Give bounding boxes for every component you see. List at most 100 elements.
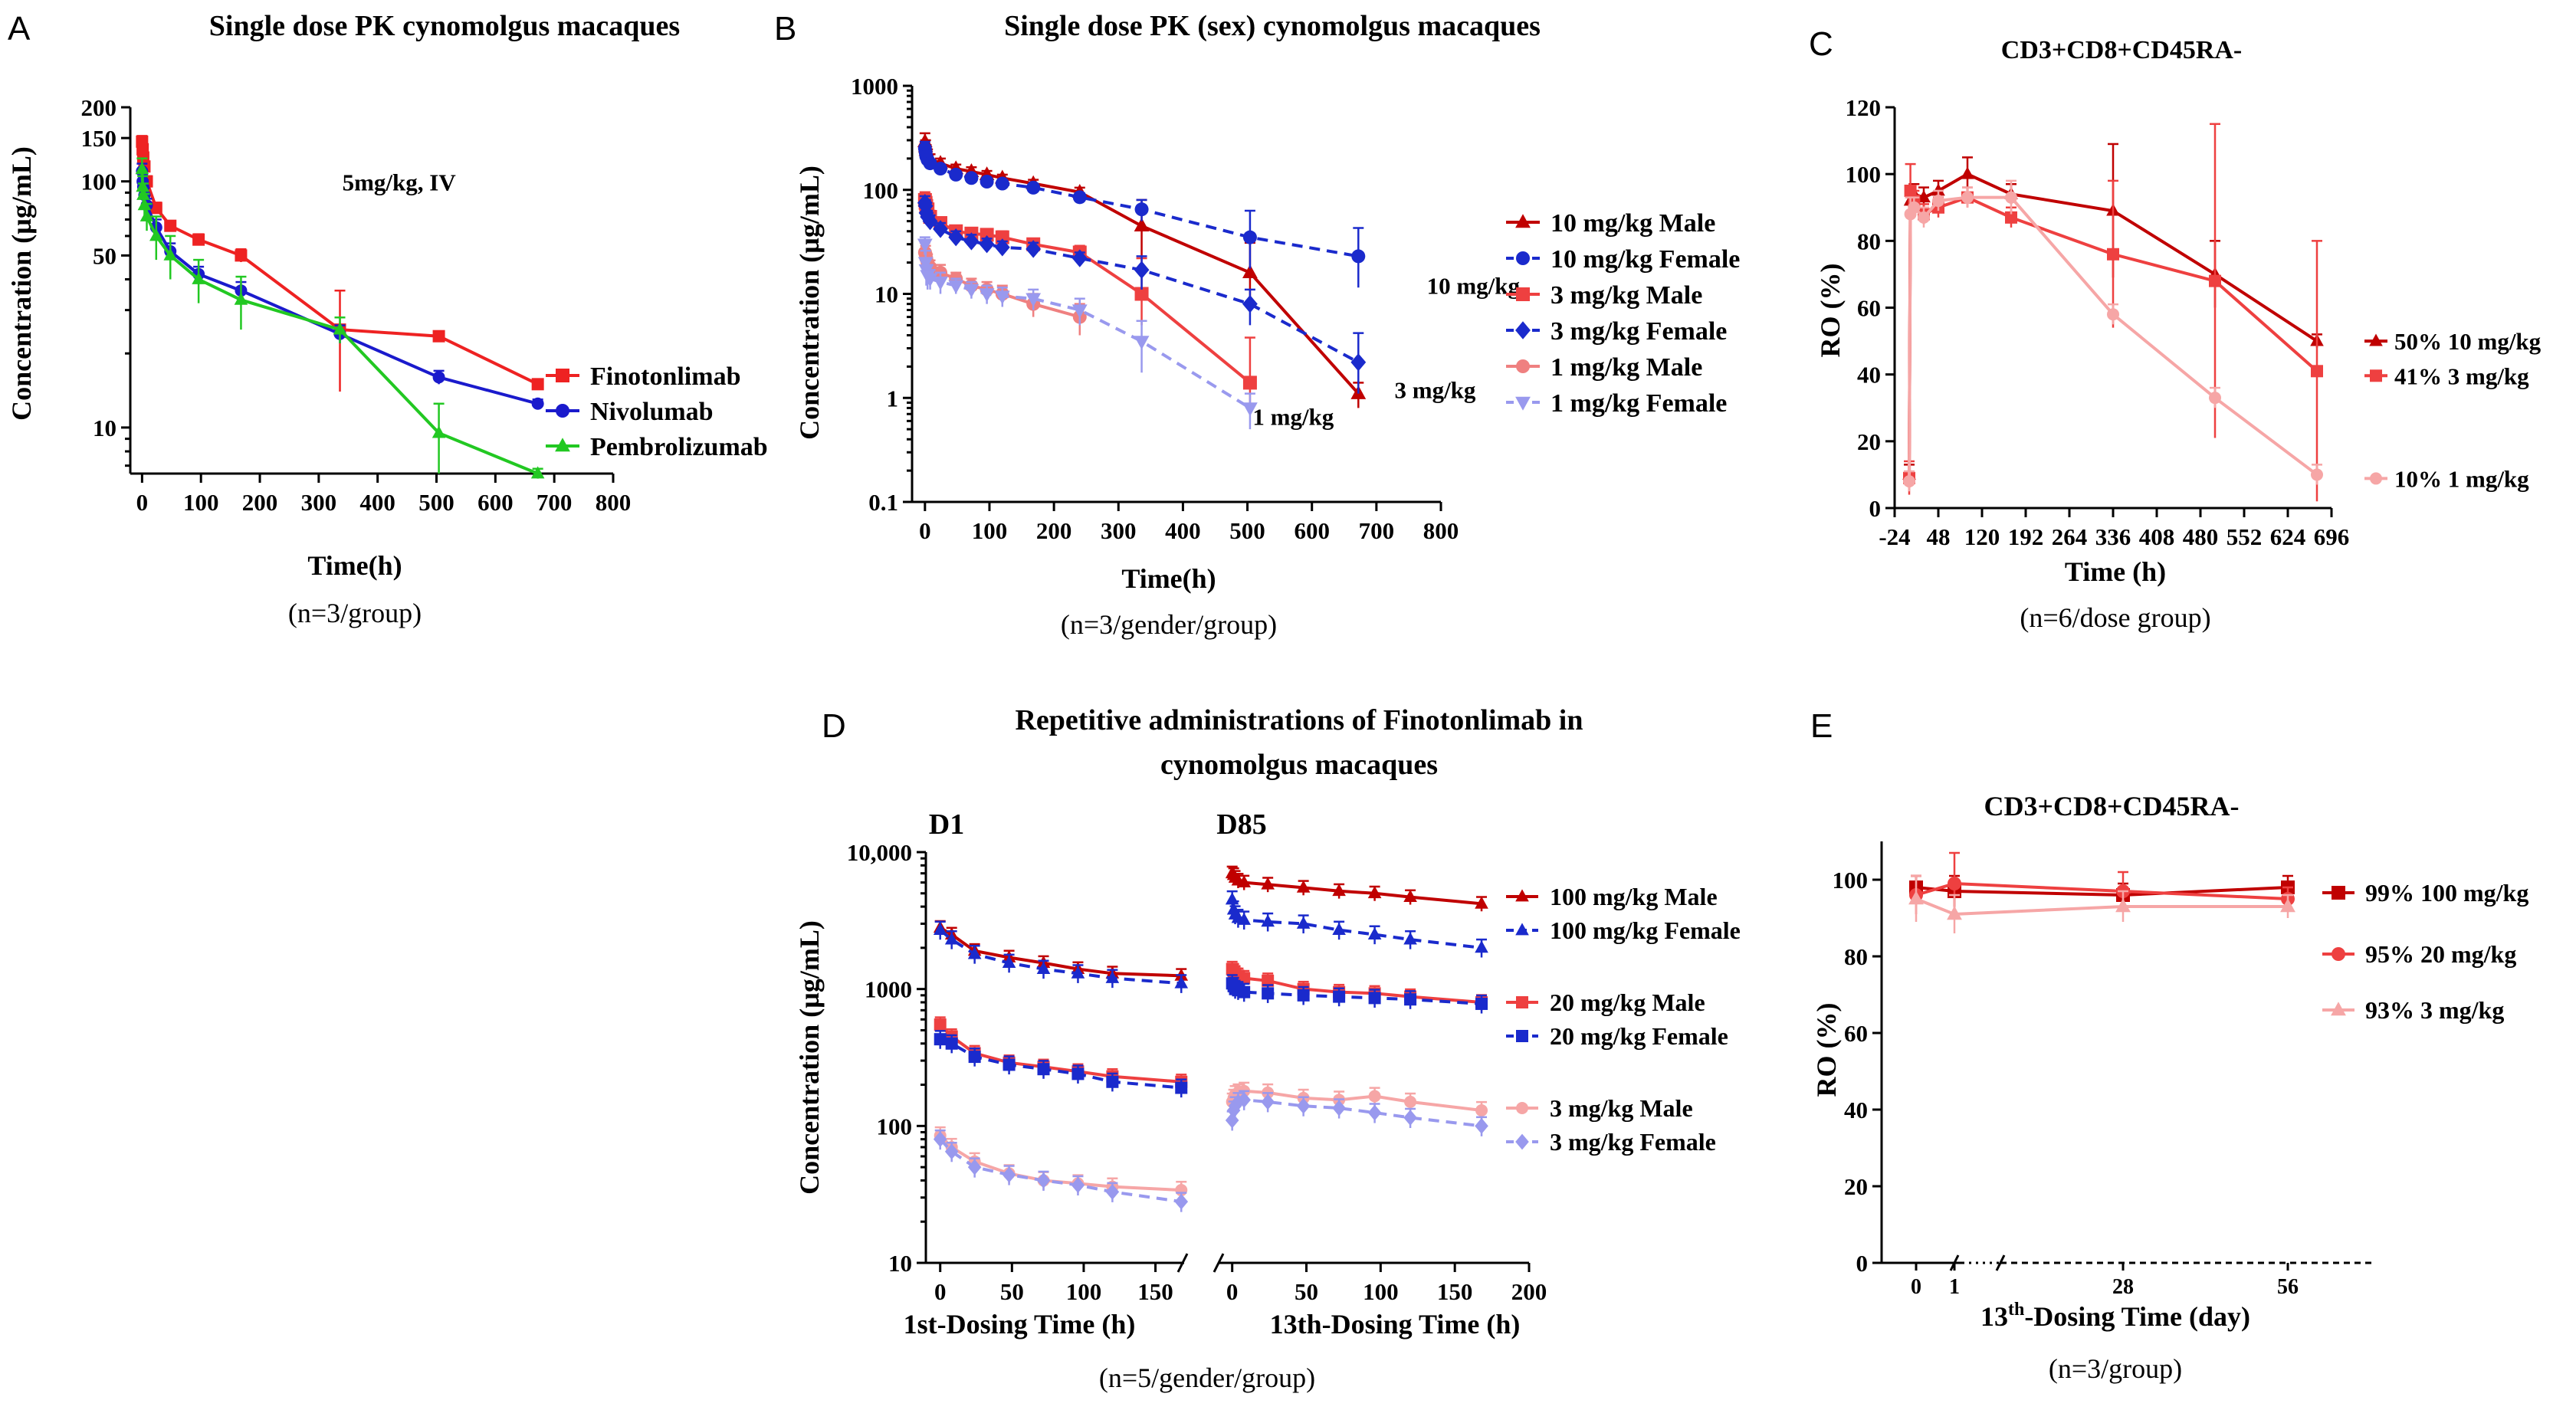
panel-d-3-mg-kg-female-d85-point-6 xyxy=(1296,1097,1311,1114)
panel-c-y-tick-label-6: 120 xyxy=(1846,94,1882,121)
panel-c-note: (n=6/dose group) xyxy=(2020,602,2210,633)
panel-c-legend-label-1: 41% 3 mg/kg xyxy=(2394,362,2529,389)
panel-b-y-tick-label-1: 1 xyxy=(887,385,899,412)
panel-d-100-mg-kg-male-d85-point-4 xyxy=(1237,875,1251,888)
panel-c-50-10-mg-kg-point-4 xyxy=(1931,183,1945,196)
panel-d-3-mg-kg-male-d85-point-9 xyxy=(1404,1095,1417,1108)
panel-e-x-tick-label-3: 56 xyxy=(2277,1275,2299,1299)
panel-e-y-axis-label: RO (%) xyxy=(1811,1003,1842,1097)
panel-e-legend-marker-0 xyxy=(2332,886,2345,900)
panel-d-20-mg-kg-female-d1-point-1 xyxy=(945,1037,958,1050)
panel-d-3-mg-kg-female-d85-point-10 xyxy=(1475,1117,1488,1134)
panel-d-100-mg-kg-female-d85-point-6 xyxy=(1296,916,1311,929)
panel-c-y-tick-label-2: 40 xyxy=(1857,362,1881,389)
panel-b-10-mg-kg-female-point-5 xyxy=(934,162,948,176)
panel-c-x-tick-label-10: 696 xyxy=(2314,523,2350,550)
panel-d-segment-2-label: D85 xyxy=(1216,808,1266,841)
panel-a-x-tick-label-6: 600 xyxy=(477,489,514,516)
panel-a-y-axis-label: Concentration (µg/mL) xyxy=(6,146,37,421)
panel-e-93-3-mg-kg-point-3 xyxy=(2280,898,2295,913)
panel-d-100-mg-kg-male-d85-point-8 xyxy=(1367,886,1382,899)
panel-d-segment-1-label: D1 xyxy=(929,808,964,841)
panel-d-100-mg-kg-female-d85-point-8 xyxy=(1367,926,1382,939)
panel-c-x-axis-label: Time (h) xyxy=(2065,556,2166,587)
panel-c-41-3-mg-kg-point-8 xyxy=(2209,274,2221,287)
panel-a-x-tick-label-8: 800 xyxy=(596,489,632,516)
panel-d-100-mg-kg-male-d85-point-7 xyxy=(1332,884,1346,897)
panel-a-y-tick-label-3: 150 xyxy=(81,125,117,152)
panel-b-10-mg-kg-female-point-12 xyxy=(1134,202,1149,217)
panel-d-3-mg-kg-male-d85-point-10 xyxy=(1475,1103,1488,1117)
panel-b-legend-marker-1 xyxy=(1516,251,1530,265)
panel-d-100-mg-kg-male-d85-point-9 xyxy=(1403,889,1417,902)
panel-a-pembrolizumab-point-0 xyxy=(135,162,149,175)
panel-d-100-mg-kg-female-d85-point-0 xyxy=(1225,892,1239,905)
panel-c-legend-label-0: 50% 10 mg/kg xyxy=(2394,328,2542,355)
panel-d-3-mg-kg-female-d1-point-4 xyxy=(1036,1172,1051,1189)
panel-b-10-mg-kg-female-point-13 xyxy=(1242,230,1257,244)
panel-d-100-mg-kg-female-d1-point-3 xyxy=(1002,956,1016,969)
panel-c-10-1-mg-kg-point-6 xyxy=(2005,191,2017,204)
panel-b-y-tick-label-0: 0.1 xyxy=(868,489,898,516)
panel-d-100-mg-kg-female-d1-point-6 xyxy=(1105,970,1120,983)
panel-b-x-axis-label: Time(h) xyxy=(1121,563,1216,594)
panel-e-95-20-mg-kg-line xyxy=(1915,881,2289,900)
panel-a-legend-label-0: Finotonlimab xyxy=(590,362,740,391)
panel-b-3-mg-kg-male-point-12 xyxy=(1134,287,1149,301)
panel-a: A Single dose PK cynomolgus macaques Con… xyxy=(6,10,680,628)
panel-e-y-tick-label-3: 60 xyxy=(1844,1020,1868,1047)
panel-a-pembrolizumab-point-4 xyxy=(139,208,154,221)
panel-d-100-mg-kg-female-d85-point-5 xyxy=(1261,914,1275,927)
panel-e-legend-marker-2 xyxy=(2331,1002,2346,1016)
panel-d-seg1-x-tick-label-1: 50 xyxy=(1000,1278,1024,1305)
panel-d-title-line-2: cynomolgus macaques xyxy=(1160,749,1438,781)
panel-b-note: (n=3/gender/group) xyxy=(1061,609,1277,640)
panel-d-title-line-1: Repetitive administrations of Finotonlim… xyxy=(1015,704,1583,736)
panel-b-1-mg-kg-female-point-11 xyxy=(1071,304,1088,319)
panel-b-10-mg-kg-female-point-8 xyxy=(980,175,994,189)
panel-d-axis-break-mark-1 xyxy=(1176,1253,1189,1273)
panel-c-plot: 0 20 40 60 80 100 120 -24 48 120 192 264 336 408 480 55… xyxy=(1846,94,2542,550)
panel-d-20-mg-kg-male-d1-point-0 xyxy=(934,1018,947,1031)
panel-e-y-tick-label-2: 40 xyxy=(1844,1097,1868,1123)
panel-a-pembrolizumab-point-1 xyxy=(136,179,149,192)
panel-b-legend-label-2: 3 mg/kg Male xyxy=(1551,281,1702,310)
panel-b-10-mg-kg-female-point-11 xyxy=(1072,190,1087,205)
panel-c-y-axis-label: RO (%) xyxy=(1815,264,1846,358)
panel-c: C CD3+CD8+CD45RA- RO (%) Time (h) (n=6/d… xyxy=(1809,25,2242,633)
panel-d-seg1-x-tick-label-3: 150 xyxy=(1137,1278,1173,1305)
panel-a-x-tick-label-4: 400 xyxy=(359,489,395,516)
panel-d-20-mg-kg-female-d85-point-4 xyxy=(1238,985,1251,998)
panel-a-plot: 10 50 100 150 200 0 100 200 300 400 500 600 700 800 5m… xyxy=(81,94,768,516)
panel-e: E CD3+CD8+CD45RA- RO (%) 13th-Dosing Tim… xyxy=(1810,707,2250,1384)
panel-d-y-tick-label-1: 100 xyxy=(877,1113,913,1139)
panel-d-seg2-x-tick-label-1: 50 xyxy=(1295,1278,1318,1305)
panel-a-y-tick-label-0: 10 xyxy=(93,415,116,441)
panel-e-plot: 0 20 40 60 80 100 0 1 28 56 99% 100 mg/kg 95% 20 mg… xyxy=(1833,841,2528,1299)
panel-c-y-tick-label-3: 60 xyxy=(1857,295,1881,322)
panel-e-95-20-mg-kg-point-1 xyxy=(1948,877,1961,890)
panel-a-pembrolizumab-point-8 xyxy=(234,292,248,305)
panel-b-legend-marker-4 xyxy=(1516,359,1530,373)
panel-b-annotation-1: 3 mg/kg xyxy=(1395,376,1476,403)
panel-d-100-mg-kg-female-d85-point-7 xyxy=(1332,922,1346,935)
panel-a-y-tick-label-1: 50 xyxy=(93,242,116,269)
panel-d-seg2-x-tick-label-3: 150 xyxy=(1437,1278,1473,1305)
panel-a-finotonlimab-point-5 xyxy=(149,202,162,215)
panel-a-pembrolizumab-point-11 xyxy=(530,466,545,479)
panel-d-legend-marker-3 xyxy=(1516,1030,1528,1042)
panel-e-y-tick-label-0: 0 xyxy=(1856,1250,1869,1277)
panel-e-y-tick-label-5: 100 xyxy=(1833,867,1869,894)
panel-a-finotonlimab-point-11 xyxy=(531,378,544,391)
panel-b-1-mg-kg-female-point-1 xyxy=(917,257,934,271)
panel-b-annotation-0: 10 mg/kg xyxy=(1427,273,1521,300)
panel-c-x-tick-label-8: 552 xyxy=(2227,523,2263,550)
panel-d-3-mg-kg-female-d1-point-7 xyxy=(1174,1193,1189,1210)
panel-c-legend-marker-2 xyxy=(2370,472,2382,485)
panel-b-10-mg-kg-female-point-9 xyxy=(995,176,1009,191)
panel-b-3-mg-kg-female-point-8 xyxy=(979,235,995,254)
panel-d-20-mg-kg-female-d85-point-7 xyxy=(1333,990,1346,1003)
panel-d-legend-label-3: 20 mg/kg Female xyxy=(1550,1022,1728,1050)
panel-b-legend-label-4: 1 mg/kg Male xyxy=(1551,353,1702,382)
panel-e-y-tick-label-4: 80 xyxy=(1844,943,1868,970)
